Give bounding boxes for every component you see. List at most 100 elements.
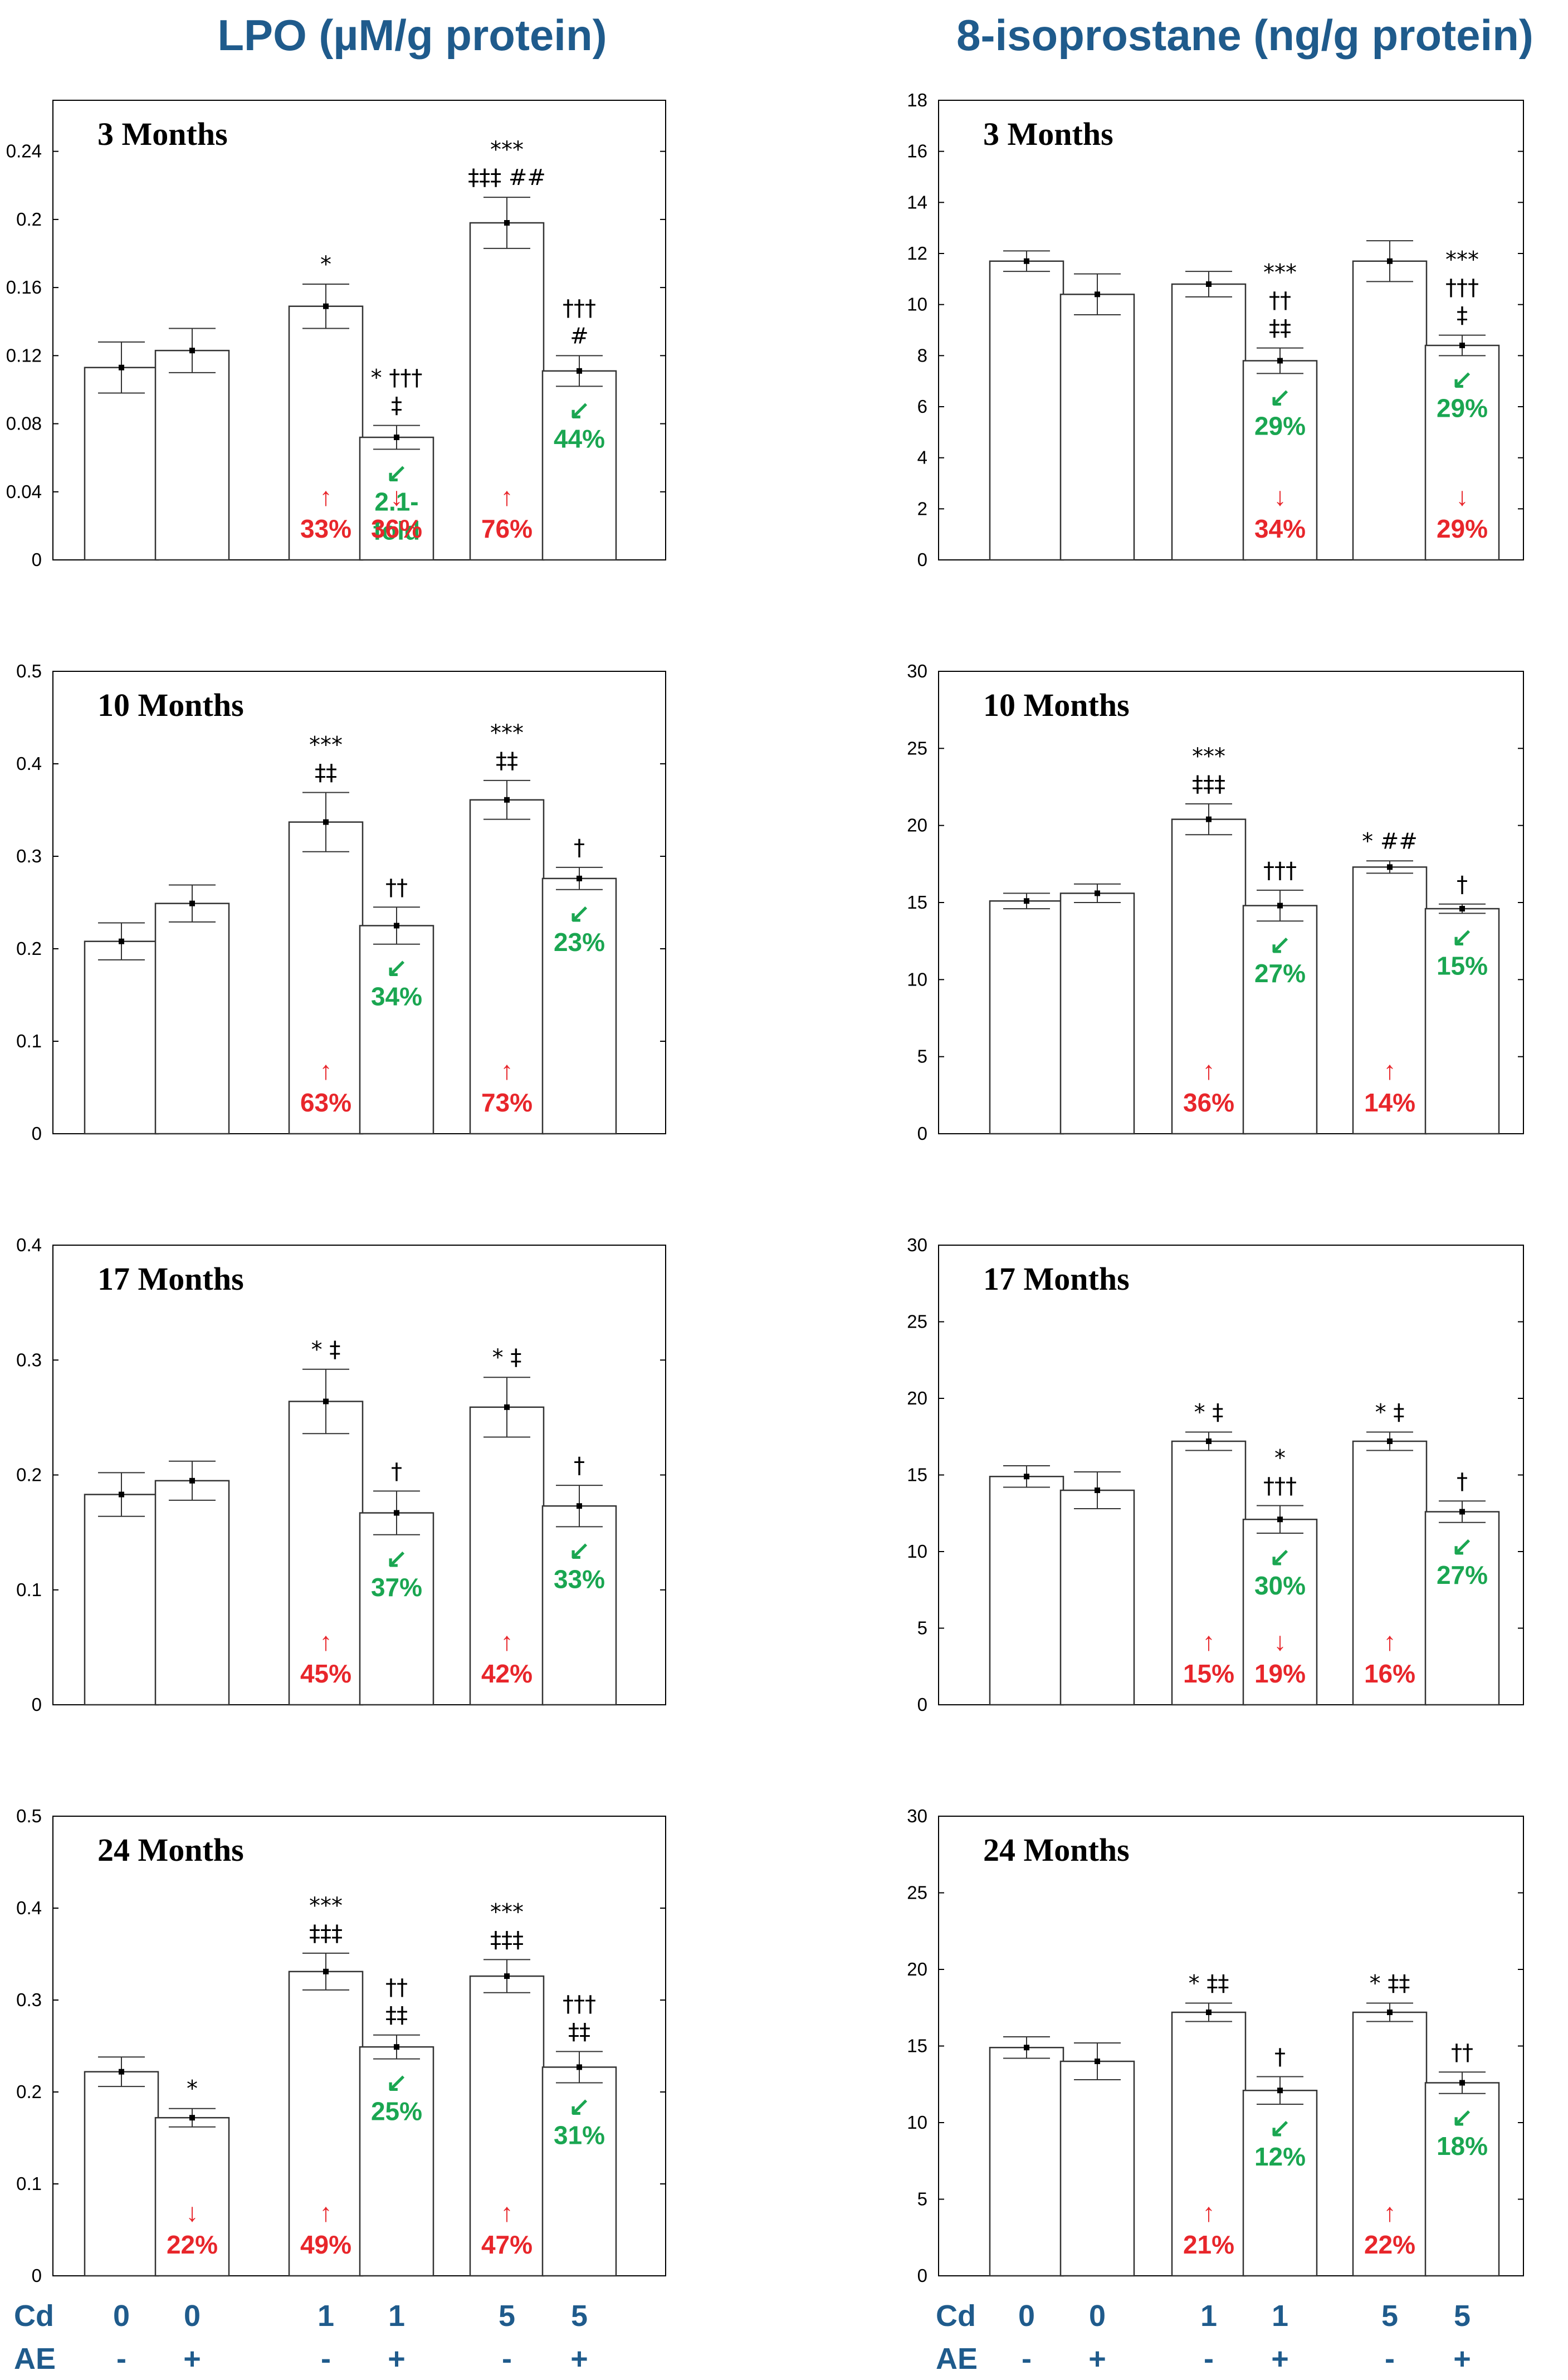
bar-6 [1424,1511,1500,1706]
bar-6 [1424,344,1500,561]
change-label: ↓ [1456,482,1469,511]
mean-marker-1 [1024,258,1029,264]
y-tick-label: 0 [917,1694,927,1715]
reduction-label: 18% [1437,2132,1488,2160]
y-tick-label: 25 [907,1882,927,1903]
ae-treatment-label: - [321,2342,331,2376]
bar-1 [84,940,159,1135]
ae-treatment-label: - [1022,2342,1032,2376]
bar-5 [469,1406,545,1706]
y-tick-label: 0 [32,1123,42,1144]
y-tick-label: 18 [907,90,927,110]
change-label: ↑ [501,482,514,511]
significance-label: *** [490,1899,524,1925]
significance-label: # [570,323,589,349]
y-tick-label: 30 [907,1806,927,1826]
y-tick-label: 14 [907,192,927,212]
significance-label: ‡‡‡ ## [468,165,546,191]
mean-marker-2 [1095,291,1100,298]
reduction-label: 27% [1254,959,1306,988]
mean-marker-5 [504,1404,510,1410]
mean-marker-6 [577,1503,582,1509]
reduction-label: ↙ [569,395,590,424]
x-axis-labels: Cd AE 0 - 0 +1 - 1 +5 - 5 + Cd AE 0 - 0 +1 - 1 +5 - 5 + [14,2299,1471,2376]
mean-marker-4 [394,1510,399,1516]
reduction-label: ↙ [569,1535,590,1564]
change-label: 34% [1254,514,1306,543]
significance-label: ††† [1445,275,1479,301]
significance-label: * ## [1362,828,1418,854]
change-label: 49% [300,2230,351,2259]
cd-dose-label: 1 [388,2299,405,2333]
mean-marker-2 [1095,1488,1100,1493]
mean-marker-6 [577,2064,582,2070]
change-label: 36% [371,514,422,543]
y-tick-label: 0.5 [16,661,42,681]
significance-label: ‡‡ [568,2019,590,2045]
mean-marker-3 [323,819,329,825]
significance-label: † [391,1459,402,1484]
reduction-label: 44% [554,424,605,453]
mean-marker-2 [189,2115,195,2121]
cd-dose-label: 1 [317,2299,334,2333]
significance-label: * [320,252,331,277]
significance-label: *** [490,720,524,746]
cd-dose-label: 5 [1381,2299,1398,2333]
mean-marker-2 [1095,2059,1100,2064]
ae-treatment-label: + [570,2342,588,2376]
significance-label: *** [1192,744,1225,769]
y-tick-label: 0.3 [16,1989,42,2010]
y-tick-label: 0.1 [16,1579,42,1600]
y-tick-label: 0 [917,2265,927,2286]
change-label: 19% [1254,1659,1306,1688]
significance-label: *** [1445,247,1479,273]
bar-1 [989,2047,1064,2277]
significance-label: †† [385,875,408,900]
panel-label: 3 Months [983,116,1113,152]
y-tick-label: 0.4 [16,753,42,774]
mean-marker-1 [119,938,124,944]
bar-6 [1424,908,1500,1135]
change-label: ↑ [501,1627,514,1656]
reduction-label: 27% [1437,1560,1488,1589]
mean-marker-4 [394,923,399,929]
mean-marker-5 [1387,864,1393,870]
reduction-label: ↙ [386,953,408,982]
cd-dose-label: 1 [1200,2299,1217,2333]
ae-treatment-label: + [183,2342,201,2376]
change-label: 45% [300,1659,351,1688]
change-label: ↓ [186,2198,199,2227]
ae-treatment-label: - [116,2342,126,2376]
significance-label: * [1274,1446,1286,1471]
change-label: ↑ [501,2198,514,2227]
y-tick-label: 4 [917,447,927,468]
change-label: 33% [300,514,351,543]
reduction-label: ↙ [569,899,590,928]
ae-treatment-label: - [1385,2342,1395,2376]
mean-marker-6 [1459,1509,1465,1515]
y-tick-label: 12 [907,243,927,264]
significance-label: *** [309,732,343,758]
mean-marker-4 [394,2044,399,2050]
mean-marker-4 [394,435,399,440]
change-label: 21% [1183,2230,1234,2259]
y-tick-label: 20 [907,1388,927,1408]
y-tick-label: 15 [907,892,927,913]
mean-marker-1 [1024,2045,1029,2051]
y-tick-label: 0.24 [6,141,42,162]
bar-1 [989,900,1064,1135]
bar-4 [359,436,434,561]
ae-treatment-label: - [1204,2342,1214,2376]
y-tick-label: 20 [907,815,927,836]
bar-2 [1059,294,1135,561]
chart-lpo-17-months: 00.10.20.30.417 Months* ‡↑45%†↙37%* ‡↑42… [16,1235,666,1715]
change-label: ↑ [320,482,333,511]
y-tick-label: 0.08 [6,413,42,434]
significance-label: †† [385,1975,408,2001]
mean-marker-2 [189,1477,195,1484]
reduction-label: 37% [371,1573,422,1602]
